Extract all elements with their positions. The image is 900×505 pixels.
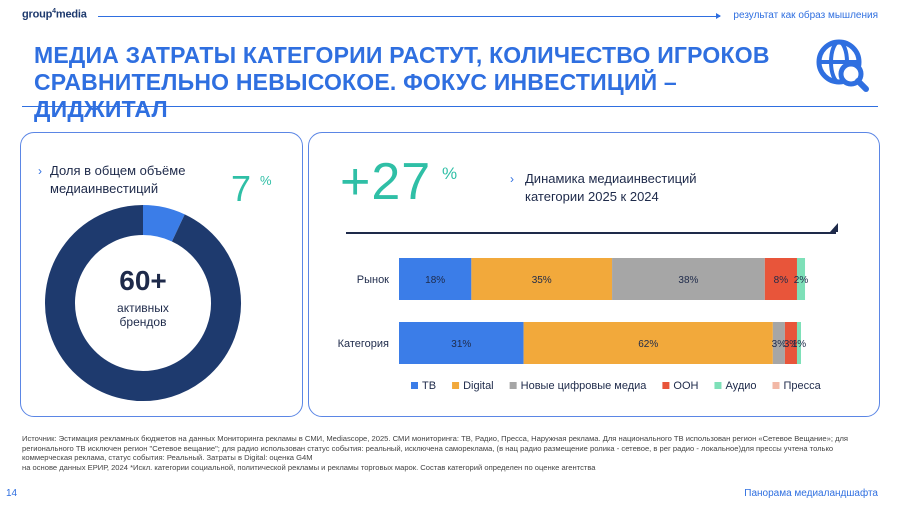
source-line-2: регионального ТВ исключен регион "Сетево… [22, 443, 834, 453]
bar-segment-label: 8% [774, 275, 789, 286]
brands-count: 60+ [119, 265, 167, 296]
share-unit: % [260, 173, 272, 188]
bar-segment-label: 35% [532, 275, 552, 286]
dynamics-divider [346, 223, 838, 234]
bar-segment [784, 322, 797, 364]
source-note: Источник: Эстимация рекламных бюджетов н… [22, 434, 882, 472]
legend-label: Аудио [725, 380, 756, 392]
globe-search-icon [816, 39, 869, 92]
source-line-3: коммерческая реклама, статус события: Ре… [22, 453, 313, 463]
bar-segment [796, 322, 801, 364]
title-divider [22, 106, 878, 107]
bar-segment [399, 322, 524, 364]
brand-logo: group4media [22, 8, 87, 21]
logo-tail: media [55, 8, 87, 21]
brands-text-2: брендов [119, 315, 167, 329]
legend-swatch [452, 382, 460, 389]
bar-segment [471, 258, 613, 300]
bar-segment-label: 62% [638, 339, 658, 350]
bar-segment-label: 2% [794, 275, 809, 286]
stacked-bar-chart: Рынок 18% 35% 38% 8% 2%Категория 31% 62% 3%3%1%Т… [338, 258, 822, 392]
donut-slice-category [142, 205, 185, 242]
source-line-1: Источник: Эстимация рекламных бюджетов н… [22, 434, 849, 443]
row-label: Категория [338, 338, 389, 350]
brands-text-1: активных [117, 301, 169, 315]
legend-label: Новые цифровые медиа [521, 380, 648, 392]
donut-slice-rest [45, 205, 241, 401]
bar-segment [764, 258, 797, 300]
legend-swatch [509, 382, 517, 389]
legend-swatch [411, 382, 418, 389]
dynamics-label-1: Динамика медиаинвестиций [525, 171, 697, 186]
logo-sup: 4 [52, 8, 56, 15]
legend-label: OOH [673, 380, 698, 392]
bar-segment-label: 18% [425, 275, 445, 286]
legend-label: Digital [463, 380, 494, 392]
header-arrow-line [98, 13, 721, 19]
bar-segment [772, 322, 785, 364]
bar-segment [399, 258, 472, 300]
chevron-right-icon: › [38, 164, 42, 178]
bar-segment-label: 3% [772, 339, 787, 350]
growth-unit: % [442, 164, 458, 183]
bar-segment [612, 258, 765, 300]
legend-swatch [714, 382, 722, 389]
bar-segment-label: 1% [792, 339, 807, 350]
bar-segment-label: 3% [784, 339, 799, 350]
legend-label: Пресса [784, 380, 822, 392]
source-line-4: на основе данных ЕРИР, 2024 *Искл. катег… [22, 462, 596, 472]
row-label: Рынок [357, 274, 389, 286]
donut-center: 60+ активных брендов [43, 265, 243, 329]
logo-main: group [22, 8, 53, 21]
legend-label: ТВ [422, 380, 436, 392]
share-label: Доля в общем объёме медиаинвестиций [50, 163, 186, 196]
dynamics-label-2: категории 2025 к 2024 [525, 189, 659, 204]
share-donut-chart [45, 205, 241, 401]
legend-swatch [772, 382, 780, 389]
share-value: 7 [231, 168, 252, 209]
page-number: 14 [6, 488, 18, 499]
legend-swatch [662, 382, 670, 389]
growth-value: +27 [340, 153, 432, 211]
bar-segment-label: 38% [678, 275, 698, 286]
bar-segment-label: 31% [451, 339, 471, 350]
bar-segment [796, 258, 806, 300]
page-title: МЕДИА ЗАТРАТЫ КАТЕГОРИИ РАСТУТ, КОЛИЧЕСТ… [34, 42, 770, 122]
header-tagline: результат как образ мышления [733, 10, 878, 21]
footer-title: Панорама медиаландшафта [744, 488, 878, 499]
chevron-right-icon: › [510, 172, 514, 186]
dynamics-label: Динамика медиаинвестиций категории 2025 … [525, 170, 697, 206]
bar-segment [523, 322, 773, 364]
